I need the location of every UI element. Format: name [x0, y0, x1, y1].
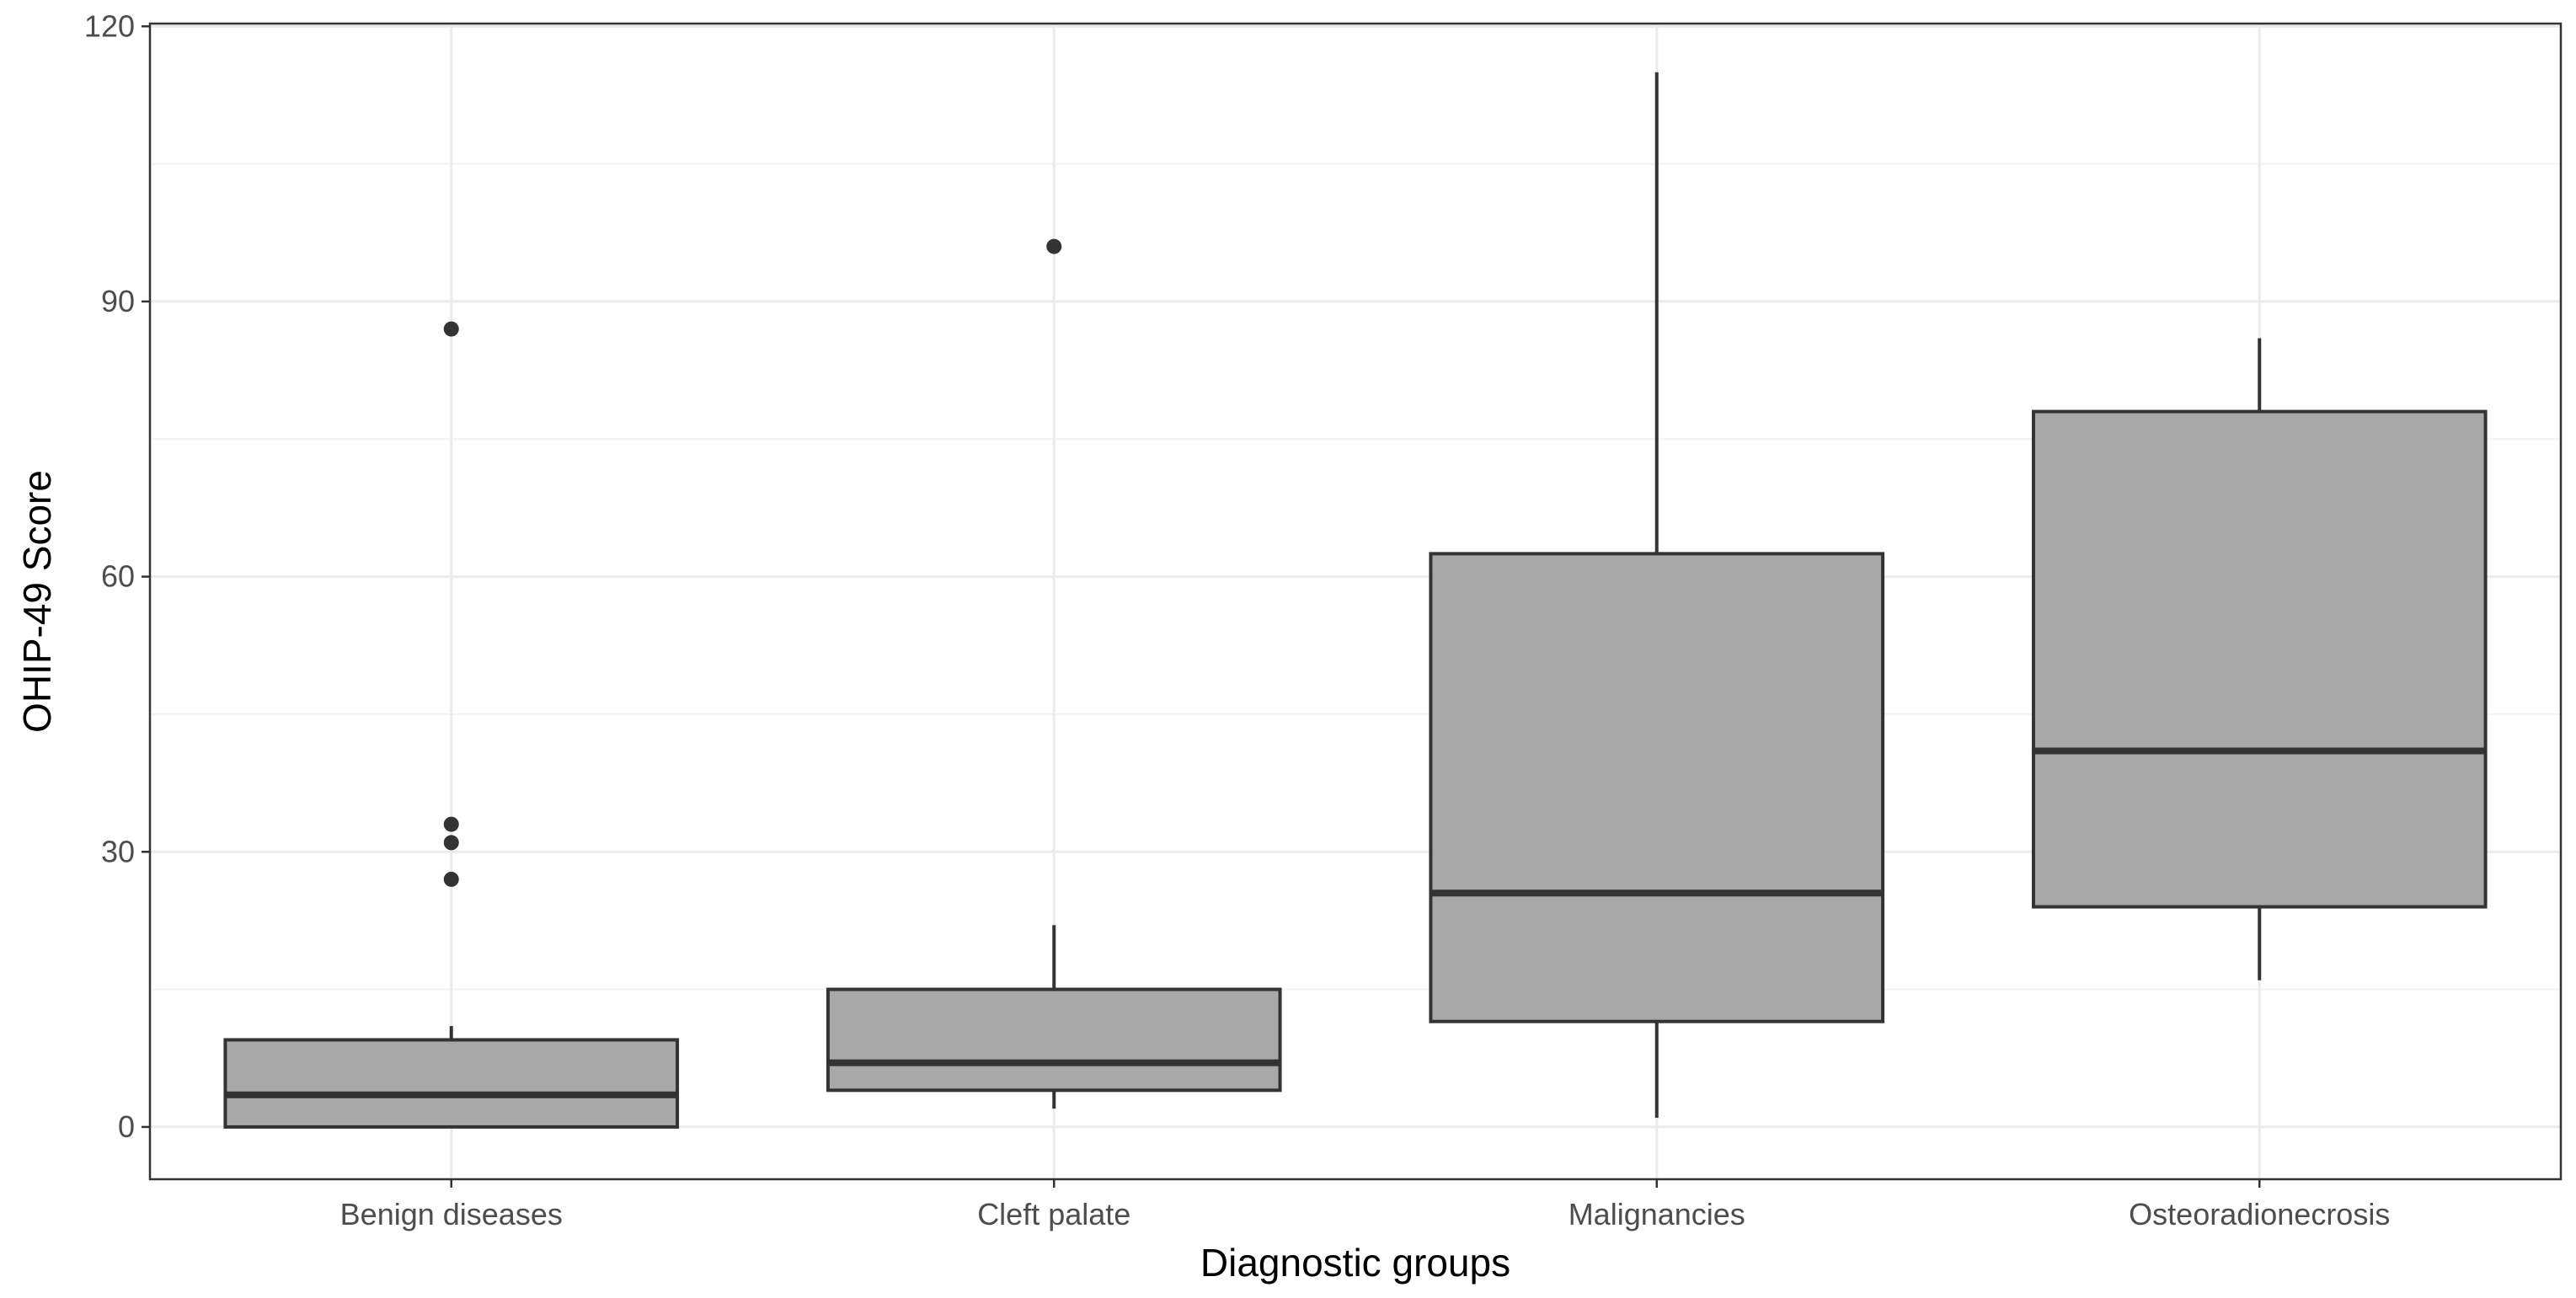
box-group	[223, 321, 680, 1129]
box-group	[1429, 72, 1885, 1119]
x-tick-label: Benign diseases	[340, 1197, 563, 1231]
box	[1429, 552, 1885, 1023]
outlier-point	[443, 321, 459, 337]
y-axis-title: OHIP-49 Score	[15, 470, 59, 733]
y-tick-label: 30	[101, 834, 135, 868]
outlier-point	[443, 835, 459, 851]
box-group	[2031, 338, 2488, 980]
x-tick-label: Malignancies	[1569, 1197, 1745, 1231]
boxes	[223, 72, 2488, 1129]
x-axis-title: Diagnostic groups	[1200, 1241, 1510, 1285]
x-tick-label: Cleft palate	[977, 1197, 1130, 1231]
y-tick-label: 60	[101, 559, 135, 594]
outlier-point	[443, 871, 459, 887]
box	[223, 1038, 680, 1129]
y-tick-label: 120	[84, 8, 135, 43]
outlier-point	[1046, 238, 1062, 254]
y-tick-label: 0	[118, 1109, 135, 1144]
x-tick-label: Osteoradionecrosis	[2129, 1197, 2390, 1231]
y-tick-label: 90	[101, 284, 135, 318]
box	[826, 987, 1282, 1092]
box-group	[826, 238, 1282, 1109]
plot-border	[148, 22, 2563, 1181]
x-axis: Benign diseases Cleft palate Malignancies O…	[340, 1179, 2390, 1231]
box	[2031, 409, 2488, 909]
y-axis: 0 30 60 90 120	[84, 8, 150, 1144]
outlier-point	[443, 816, 459, 832]
